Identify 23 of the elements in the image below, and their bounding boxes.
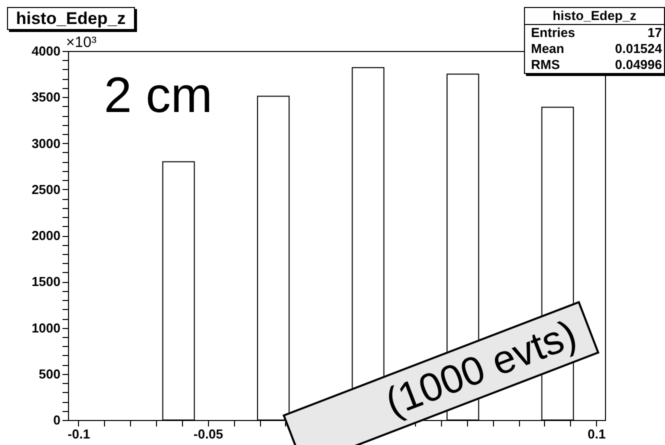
y-tick-label: 3000 (32, 136, 60, 151)
y-tick-label: 3500 (32, 90, 60, 105)
annotation: (1000 evts) (380, 312, 582, 426)
y-tick-label: 4000 (32, 44, 60, 58)
x-tick-label: -0.1 (68, 426, 90, 442)
chart-title: histo_Edep_z (7, 7, 135, 30)
text: 17 (648, 25, 662, 41)
x-tick-label: 0.1 (588, 426, 606, 442)
text: Entries (531, 25, 576, 41)
y-tick-label: 1000 (32, 320, 60, 336)
y-tick-label: 500 (38, 366, 60, 382)
annotation: 2 cm (104, 66, 212, 124)
y-tick-label: 2500 (32, 182, 60, 197)
text: histo_Edep_z (525, 8, 664, 25)
text: ×10³ (66, 34, 96, 51)
y-tick-label: 0 (53, 412, 60, 428)
x-tick-label: -0.05 (193, 426, 224, 442)
y-tick-label: 1500 (32, 274, 60, 290)
y-tick-label: 2000 (32, 228, 60, 243)
annotation: RMS (531, 57, 560, 73)
annotation: Mean (531, 41, 564, 57)
text: 0.01524 (615, 41, 662, 57)
text: 0.04996 (615, 57, 662, 73)
